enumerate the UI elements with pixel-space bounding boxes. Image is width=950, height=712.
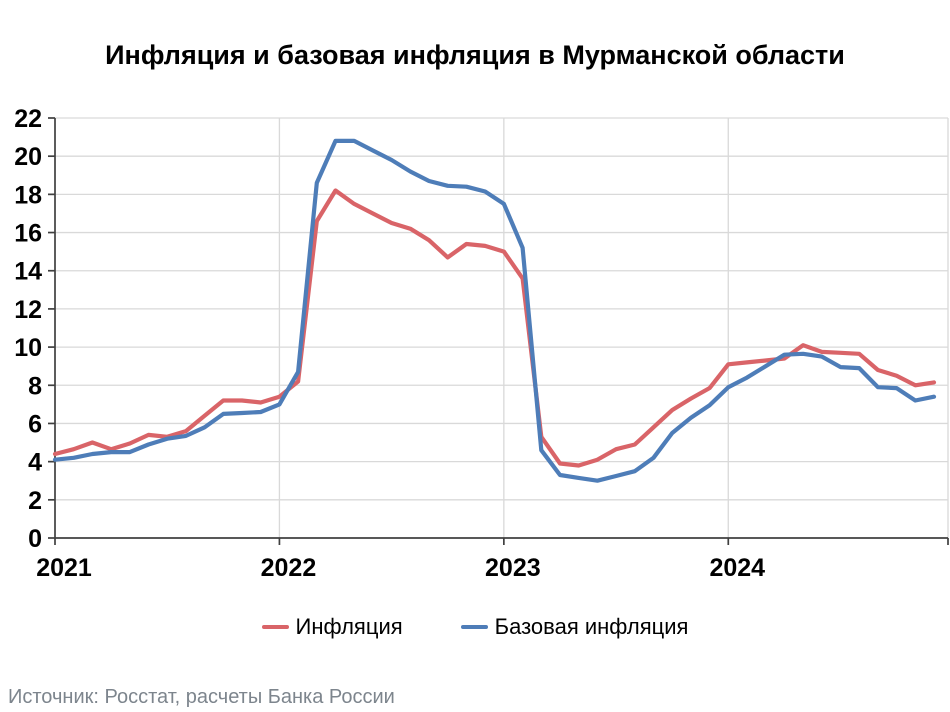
y-axis-label: 6: [28, 410, 42, 438]
core-inflation-line-swatch: [460, 625, 488, 629]
source-note: Источник: Росстат, расчеты Банка России: [8, 686, 395, 708]
legend-item-core-inflation: Базовая инфляция: [460, 614, 689, 640]
y-axis-label: 12: [14, 296, 42, 324]
y-axis-label: 22: [14, 105, 42, 133]
x-axis-label: 2023: [485, 554, 541, 582]
chart-title: Инфляция и базовая инфляция в Мурманской…: [105, 40, 845, 70]
series-line-core-inflation: [52, 138, 937, 483]
series-line-inflation: [52, 188, 937, 468]
legend-label-inflation: Инфляция: [295, 614, 403, 639]
y-axis-label: 2: [28, 487, 42, 515]
chart-legend: Инфляция Базовая инфляция: [0, 614, 950, 640]
x-axis-label: 2024: [709, 554, 765, 582]
inflation-line-swatch: [261, 625, 289, 629]
y-axis-label: 16: [14, 220, 42, 248]
y-axis-label: 8: [28, 372, 42, 400]
y-axis-label: 10: [14, 334, 42, 362]
y-axis-label: 0: [28, 525, 42, 553]
y-axis-label: 18: [14, 181, 42, 209]
x-axis-label: 2021: [36, 554, 92, 582]
x-axis-label: 2022: [261, 554, 317, 582]
y-axis-label: 14: [14, 258, 42, 286]
y-axis-label: 4: [28, 449, 42, 477]
legend-label-core-inflation: Базовая инфляция: [494, 614, 689, 639]
legend-item-inflation: Инфляция: [261, 614, 403, 640]
y-axis-label: 20: [14, 143, 42, 171]
